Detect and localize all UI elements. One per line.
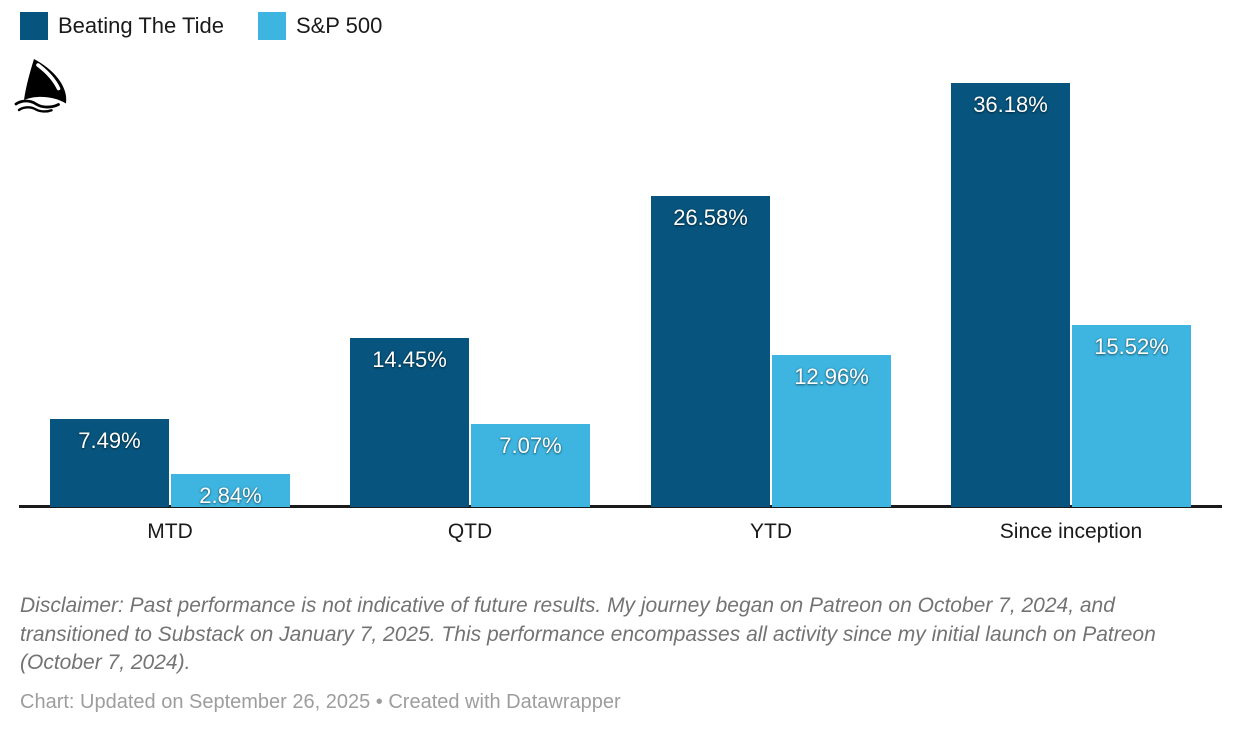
bar-s-p-500-since-inception: 15.52%: [1072, 325, 1191, 507]
legend-label: S&P 500: [295, 13, 383, 38]
bar-value-label: 7.07%: [499, 433, 562, 458]
shark-fin-icon: [14, 59, 67, 113]
legend-swatch-dark-blue: [20, 12, 48, 40]
plot-area: 7.49% 2.84% 14.45% 7.07% 26.58% 12.96% 36.18% 1…: [19, 83, 1222, 508]
legend-item-beating-the-tide: Beating The Tide: [20, 12, 224, 40]
x-axis-label-qtd: QTD: [447, 520, 493, 543]
bar-beating-the-tide-qtd: 14.45%: [350, 338, 469, 507]
bar-value-label: 14.45%: [372, 347, 447, 372]
bar-beating-the-tide-since-inception: 36.18%: [951, 83, 1070, 507]
bar-value-label: 2.84%: [199, 483, 262, 508]
x-axis-label-ytd: YTD: [750, 520, 792, 543]
chart-legend: Beating The Tide S&P 500: [20, 12, 382, 40]
bar-value-label: 26.58%: [673, 205, 748, 230]
bar-value-label: 12.96%: [794, 364, 869, 389]
bar-s-p-500-mtd: 2.84%: [171, 474, 290, 508]
bar-beating-the-tide-mtd: 7.49%: [50, 419, 169, 507]
shark-fin-logo: [13, 56, 79, 114]
legend-item-sp500: S&P 500: [257, 12, 383, 40]
x-axis-label-mtd: MTD: [147, 520, 193, 543]
legend-swatch-light-blue: [257, 12, 286, 40]
bar-beating-the-tide-ytd: 26.58%: [651, 196, 770, 507]
disclaimer-text: Disclaimer: Past performance is not indi…: [20, 594, 1156, 674]
bar-s-p-500-qtd: 7.07%: [471, 424, 590, 507]
x-axis-category-labels: MTD QTD YTD Since inception: [0, 518, 1242, 548]
bar-value-label: 36.18%: [973, 92, 1048, 117]
bar-value-label: 7.49%: [78, 428, 141, 453]
bar-value-label: 15.52%: [1094, 334, 1169, 359]
x-axis-line: [19, 505, 1222, 508]
x-axis-label-since-inception: Since inception: [999, 520, 1143, 543]
chart-credit-text: Chart: Updated on September 26, 2025 • C…: [20, 691, 621, 713]
legend-label: Beating The Tide: [58, 13, 224, 38]
bar-s-p-500-ytd: 12.96%: [772, 355, 891, 507]
